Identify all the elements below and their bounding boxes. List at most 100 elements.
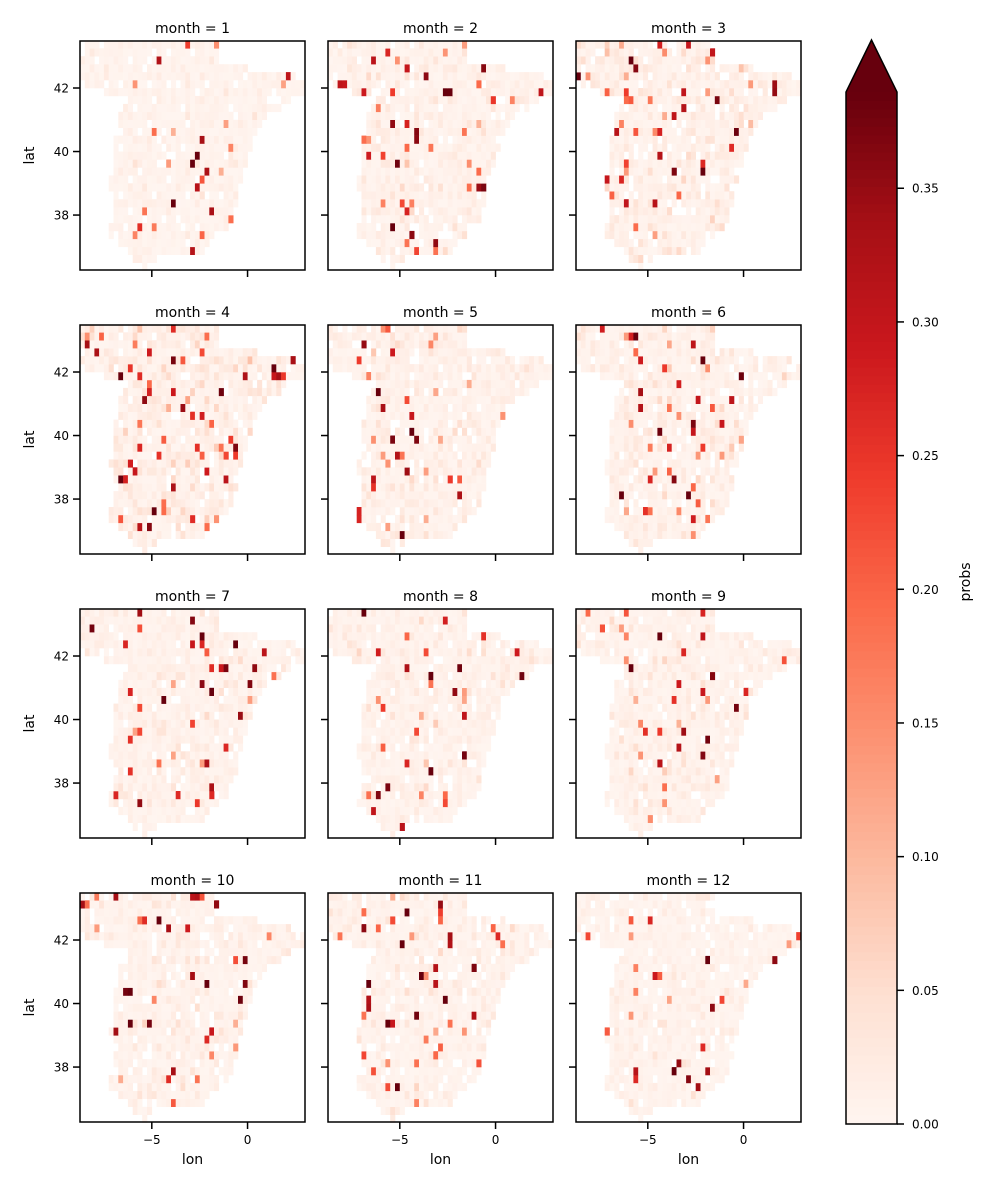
heatmap-cell [453,436,458,444]
heatmap-cell [619,183,624,191]
heatmap-cell [209,444,214,452]
heatmap-cell [448,56,453,64]
heatmap-cell [539,356,544,364]
heatmap-cell [467,459,472,467]
heatmap-cell [657,175,662,183]
heatmap-cell [429,332,434,340]
heatmap-cell [419,507,424,515]
heatmap-cell [667,104,672,112]
heatmap-cell [381,340,386,348]
heatmap-cell [390,348,395,356]
heatmap-cell [338,348,343,356]
heatmap-cell [118,475,123,483]
heatmap-cell [429,340,434,348]
heatmap-cell [505,388,510,396]
heatmap-cell [643,88,648,96]
heatmap-cell [118,136,123,144]
heatmap-cell [209,231,214,239]
heatmap-cell [190,183,195,191]
heatmap-cell [405,380,410,388]
heatmap-cell [114,491,119,499]
heatmap-cell [681,175,686,183]
heatmap-cell [262,388,267,396]
heatmap-cell [696,499,701,507]
heatmap-cell [715,191,720,199]
heatmap-cell [619,215,624,223]
heatmap-cell [453,88,458,96]
heatmap-cell [166,491,171,499]
heatmap-cell [214,104,219,112]
heatmap-cell [176,64,181,72]
heatmap-cell [753,388,758,396]
heatmap-cell [371,475,376,483]
heatmap-cell [438,444,443,452]
heatmap-cell [219,136,224,144]
heatmap-cell [233,728,238,736]
heatmap-cell [648,396,653,404]
heatmap-cell [629,239,634,247]
heatmap-cell [448,72,453,80]
heatmap-cell [381,64,386,72]
heatmap-cell [691,483,696,491]
heatmap-cell [443,444,448,452]
heatmap-cell [657,96,662,104]
heatmap-cell [653,483,658,491]
heatmap-cell [200,491,205,499]
heatmap-cell [763,96,768,104]
heatmap-cell [453,167,458,175]
heatmap-cell [185,215,190,223]
heatmap-cell [195,467,200,475]
heatmap-cell [248,136,253,144]
heatmap-cell [400,451,405,459]
heatmap-cell [453,340,458,348]
heatmap-cell [405,332,410,340]
heatmap-cell [696,436,701,444]
heatmap-cell [152,539,157,547]
heatmap-cell [152,404,157,412]
heatmap-cell [109,656,114,664]
heatmap-cell [233,767,238,775]
heatmap-cell [677,491,682,499]
heatmap-cell [696,523,701,531]
heatmap-cell [209,80,214,88]
heatmap-cell [219,183,224,191]
heatmap-cell [390,128,395,136]
heatmap-cell [385,428,390,436]
heatmap-cell [209,215,214,223]
heatmap-cell [486,396,491,404]
heatmap-cell [118,340,123,348]
heatmap-cell [724,160,729,168]
heatmap-cell [653,112,658,120]
heatmap-cell [166,104,171,112]
heatmap-cell [734,428,739,436]
heatmap-cell [448,332,453,340]
heatmap-cell [457,404,462,412]
heatmap-cell [486,128,491,136]
heatmap-cell [214,215,219,223]
heatmap-cell [405,215,410,223]
heatmap-cell [624,64,629,72]
heatmap-cell [209,775,214,783]
heatmap-cell [123,112,128,120]
heatmap-cell [228,704,233,712]
heatmap-cell [118,364,123,372]
heatmap-cell [648,523,653,531]
heatmap-cell [390,152,395,160]
heatmap-cell [362,56,367,64]
heatmap-cell [366,120,371,128]
heatmap-cell [443,404,448,412]
heatmap-cell [696,356,701,364]
heatmap-cell [491,356,496,364]
heatmap-cell [696,112,701,120]
heatmap-cell [710,491,715,499]
heatmap-cell [157,791,162,799]
heatmap-cell [128,120,133,128]
heatmap-cell [224,751,229,759]
heatmap-cell [152,128,157,136]
heatmap-cell [772,72,777,80]
heatmap-cell [238,112,243,120]
heatmap-cell [219,80,224,88]
heatmap-cell [610,491,615,499]
heatmap-cell [648,88,653,96]
heatmap-cell [205,175,210,183]
